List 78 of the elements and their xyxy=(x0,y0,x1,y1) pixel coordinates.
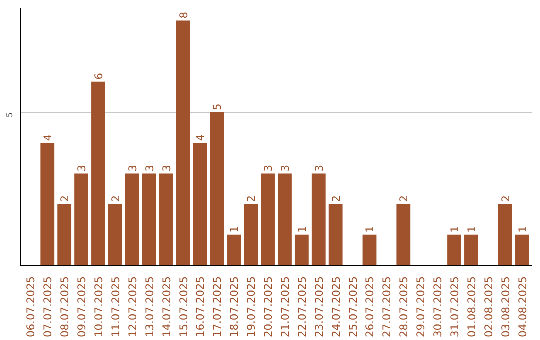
x-tick-label: 27.07.2025 xyxy=(380,276,394,338)
data-label: 6 xyxy=(92,72,106,80)
x-tick-label: 04.08.2025 xyxy=(516,276,530,338)
bar xyxy=(312,174,326,266)
data-label: 4 xyxy=(42,134,55,142)
bar xyxy=(464,234,478,266)
x-tick-label: 20.07.2025 xyxy=(262,276,276,338)
bar xyxy=(210,112,224,266)
x-tick-label: 08.07.2025 xyxy=(58,276,72,338)
x-tick-label: 10.07.2025 xyxy=(92,276,106,338)
x-tick-label: 13.07.2025 xyxy=(143,276,156,338)
data-label: 1 xyxy=(448,226,462,233)
x-tick-label: 25.07.2025 xyxy=(346,276,360,338)
bar xyxy=(498,204,512,266)
x-tick-label: 02.08.2025 xyxy=(482,276,496,338)
x-tick-label: 22.07.2025 xyxy=(296,276,309,338)
bar xyxy=(193,143,208,266)
data-label: 1 xyxy=(465,226,478,233)
bar xyxy=(40,143,55,266)
data-label: 3 xyxy=(278,164,292,172)
data-label: 2 xyxy=(109,196,122,202)
data-label: 2 xyxy=(398,196,411,202)
data-label: 1 xyxy=(296,226,309,233)
data-label: 4 xyxy=(194,134,208,142)
x-tick-label: 30.07.2025 xyxy=(432,276,445,338)
data-label: 8 xyxy=(177,12,190,19)
x-tick-label: 26.07.2025 xyxy=(364,276,377,338)
bar xyxy=(227,234,242,266)
x-tick-label: 03.08.2025 xyxy=(499,276,512,338)
bar xyxy=(328,204,343,266)
data-label: 3 xyxy=(143,164,156,172)
data-label: 1 xyxy=(228,226,242,233)
bar xyxy=(515,234,530,266)
data-label: 3 xyxy=(262,164,276,172)
x-tick-label: 24.07.2025 xyxy=(330,276,343,338)
bar xyxy=(261,174,275,266)
x-tick-label: 28.07.2025 xyxy=(398,276,411,338)
bar xyxy=(176,20,190,266)
x-tick-label: 09.07.2025 xyxy=(76,276,89,338)
bar xyxy=(278,174,292,266)
bar xyxy=(74,174,88,266)
x-tick-label: 11.07.2025 xyxy=(109,276,122,338)
data-label: 3 xyxy=(76,164,89,172)
x-tick-label: 18.07.2025 xyxy=(228,276,242,338)
x-tick-label: 19.07.2025 xyxy=(245,276,258,338)
data-label: 3 xyxy=(160,164,174,172)
data-label: 2 xyxy=(58,196,72,202)
x-tick-label: 15.07.2025 xyxy=(177,276,190,338)
data-label: 3 xyxy=(312,164,326,172)
x-tick-label: 29.07.2025 xyxy=(414,276,428,338)
x-tick-label: 21.07.2025 xyxy=(278,276,292,338)
x-tick-label: 12.07.2025 xyxy=(126,276,140,338)
x-tick-label: 23.07.2025 xyxy=(312,276,326,338)
bar xyxy=(294,234,309,266)
data-label: 2 xyxy=(499,196,512,202)
bar xyxy=(396,204,411,266)
x-tick-label: 14.07.2025 xyxy=(160,276,174,338)
x-tick-label: 31.07.2025 xyxy=(448,276,462,338)
x-tick-label: 07.07.2025 xyxy=(42,276,55,338)
bar xyxy=(108,204,122,266)
bar xyxy=(58,204,72,266)
bar xyxy=(125,174,140,266)
data-label: 1 xyxy=(364,226,377,233)
data-label: 5 xyxy=(211,104,224,111)
data-label: 2 xyxy=(330,196,343,202)
data-label: 1 xyxy=(516,226,530,233)
x-tick-label: 01.08.2025 xyxy=(465,276,478,338)
data-label: 2 xyxy=(245,196,258,202)
bar xyxy=(92,82,106,266)
data-label: 3 xyxy=(126,164,140,172)
bar xyxy=(142,174,156,266)
bar xyxy=(159,174,174,266)
bar xyxy=(448,234,462,266)
bar xyxy=(244,204,258,266)
x-tick-label: 16.07.2025 xyxy=(194,276,208,338)
bar xyxy=(362,234,377,266)
x-tick-label: 17.07.2025 xyxy=(211,276,224,338)
x-tick-label: 06.07.2025 xyxy=(24,276,38,338)
